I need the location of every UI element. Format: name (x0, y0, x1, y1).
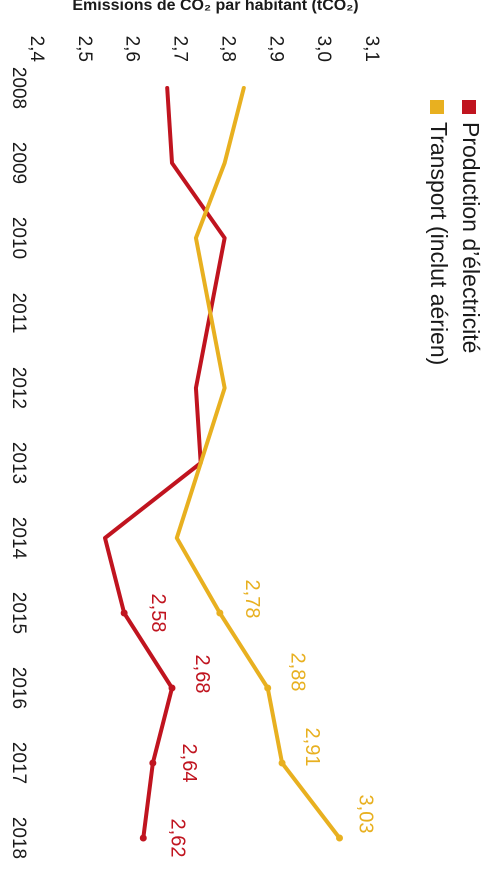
plot-area: 2,582,682,642,622,782,882,913,03 2008200… (8, 0, 484, 859)
y-tick-3: 2,8 (217, 36, 238, 62)
series-line-0 (103, 86, 227, 840)
y-tick-5: 2,6 (122, 36, 143, 62)
y-tick-4: 2,7 (170, 36, 191, 62)
x-tick-2014: 2014 (8, 517, 29, 560)
y-axis-ticks: 3,1 3,0 2,9 2,8 2,7 2,6 2,5 2,4 (26, 36, 382, 63)
x-tick-2009: 2009 (8, 142, 29, 184)
x-tick-2018: 2018 (8, 817, 29, 859)
data-point-0-2018 (139, 834, 147, 842)
legend-label-transport: Transport (inclut aérien) (426, 122, 452, 365)
x-tick-2008: 2008 (8, 67, 29, 109)
x-tick-2015: 2015 (8, 592, 29, 634)
legend-swatch-transport (430, 100, 444, 114)
legend: Production d’électricité Transport (incl… (426, 100, 484, 365)
x-tick-2011: 2011 (8, 293, 29, 334)
x-tick-2013: 2013 (8, 442, 29, 484)
data-point-1-2017 (278, 759, 286, 767)
x-tick-2017: 2017 (8, 742, 29, 784)
y-tick-7: 2,4 (26, 36, 47, 63)
data-point-0-2017 (149, 759, 157, 767)
data-label-layer: 2,58 2,68 2,64 2,62 2,78 2,88 2,91 3,03 (147, 580, 376, 858)
y-tick-1: 3,0 (313, 36, 334, 62)
series-line-1 (174, 86, 342, 840)
legend-label-electricity: Production d’électricité (458, 122, 484, 353)
data-label-1-2018: 3,03 (355, 795, 377, 834)
y-tick-6: 2,5 (74, 36, 95, 62)
data-label-0-2016: 2,68 (191, 655, 213, 694)
data-label-1-2015: 2,78 (241, 580, 263, 619)
data-point-0-2015 (120, 609, 128, 617)
y-tick-2: 2,9 (265, 36, 286, 62)
data-label-1-2016: 2,88 (287, 653, 309, 692)
y-tick-0: 3,1 (361, 36, 382, 62)
legend-swatch-electricity (462, 100, 476, 114)
data-label-0-2017: 2,64 (178, 744, 200, 783)
x-tick-2010: 2010 (8, 217, 29, 259)
x-axis-ticks: 2008 2009 2010 2011 2012 2013 2014 2015 2016 2017… (8, 67, 29, 859)
x-tick-2012: 2012 (8, 367, 29, 409)
data-point-0-2016 (168, 684, 176, 692)
data-point-1-2016 (264, 684, 272, 692)
y-axis-title: Emissions de CO₂ par habitant (tCO₂) (72, 0, 358, 14)
data-label-1-2017: 2,91 (301, 728, 323, 767)
series-layer (103, 86, 343, 842)
data-label-0-2015: 2,58 (147, 594, 169, 633)
data-point-1-2018 (336, 834, 343, 842)
data-point-1-2015 (216, 609, 224, 617)
x-tick-2016: 2016 (8, 667, 29, 709)
data-label-0-2018: 2,62 (166, 819, 188, 858)
